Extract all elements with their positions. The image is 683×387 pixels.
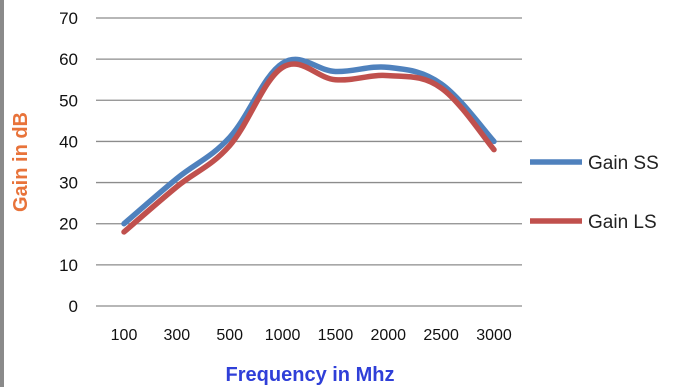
y-tick-label: 20 [59,215,78,234]
y-tick-label: 0 [69,297,78,316]
y-tick-label: 60 [59,50,78,69]
x-tick-label: 300 [164,327,191,344]
series-line-gain-ss [121,56,497,227]
x-axis-ticks: 100 300 500 1000 1500 2000 2500 3000 [111,327,512,344]
legend: Gain SS Gain LS [530,153,659,233]
y-tick-label: 50 [59,91,78,110]
legend-entry: Gain LS [588,212,657,233]
x-axis-label: Frequency in Mhz [226,364,395,386]
y-tick-label: 40 [59,132,78,151]
y-axis-label: Gain in dB [10,112,32,212]
x-tick-label: 1500 [318,327,354,344]
x-tick-label: 2500 [423,327,459,344]
y-tick-label: 70 [59,9,78,28]
legend-entry: Gain SS [588,153,659,174]
y-axis-ticks: 0 10 20 30 40 50 60 70 [59,9,78,316]
x-tick-label: 100 [111,327,138,344]
series-lines [121,56,497,235]
x-tick-label: 1000 [265,327,301,344]
y-tick-label: 30 [59,174,78,193]
x-tick-label: 2000 [370,327,406,344]
x-tick-label: 3000 [476,327,512,344]
y-tick-label: 10 [59,256,78,275]
series-line-gain-ls [121,61,497,235]
x-tick-label: 500 [216,327,243,344]
